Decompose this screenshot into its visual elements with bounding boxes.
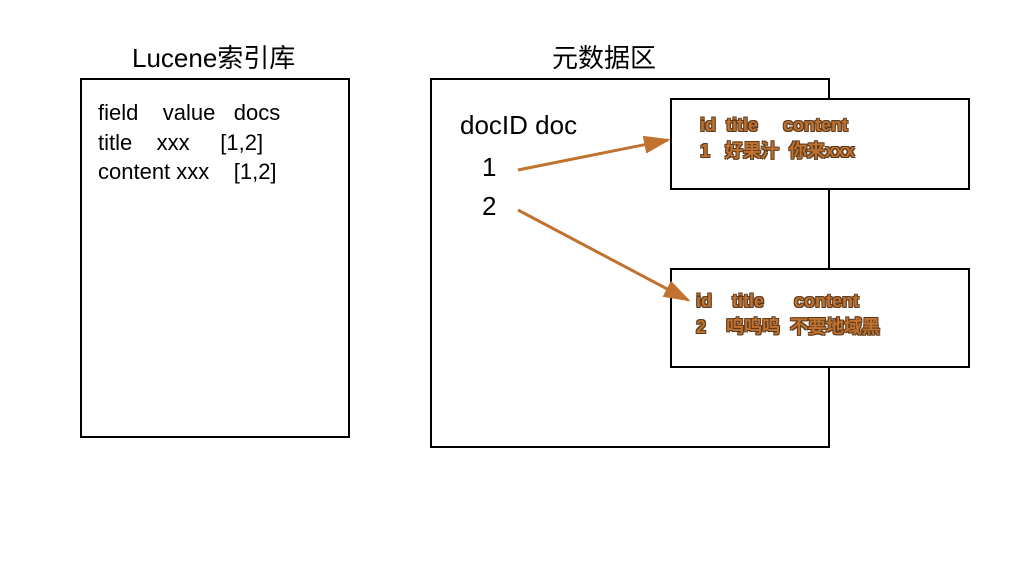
metadata-header: docID doc [460,108,577,143]
metadata-rows: 1 2 [482,148,496,226]
lucene-row-content: content xxx [1,2] [98,159,277,184]
metadata-docid-1: 1 [482,152,496,182]
doc1-row: 1 好果汁 你来xxx [700,141,855,161]
metadata-docid-2: 2 [482,191,496,221]
lucene-row-title: title xxx [1,2] [98,130,263,155]
lucene-title: Lucene索引库 [132,38,295,75]
doc2-text: id title content 2 呜呜呜 不要地域黑 [696,288,880,340]
lucene-row-header: field value docs [98,100,280,125]
doc2-row: 2 呜呜呜 不要地域黑 [696,317,880,337]
doc1-header: id title content [700,115,848,135]
metadata-title: 元数据区 [552,38,656,75]
lucene-index-rows: field value docs title xxx [1,2] content… [98,98,280,187]
doc2-header: id title content [696,291,859,311]
doc1-text: id title content 1 好果汁 你来xxx [700,112,855,164]
